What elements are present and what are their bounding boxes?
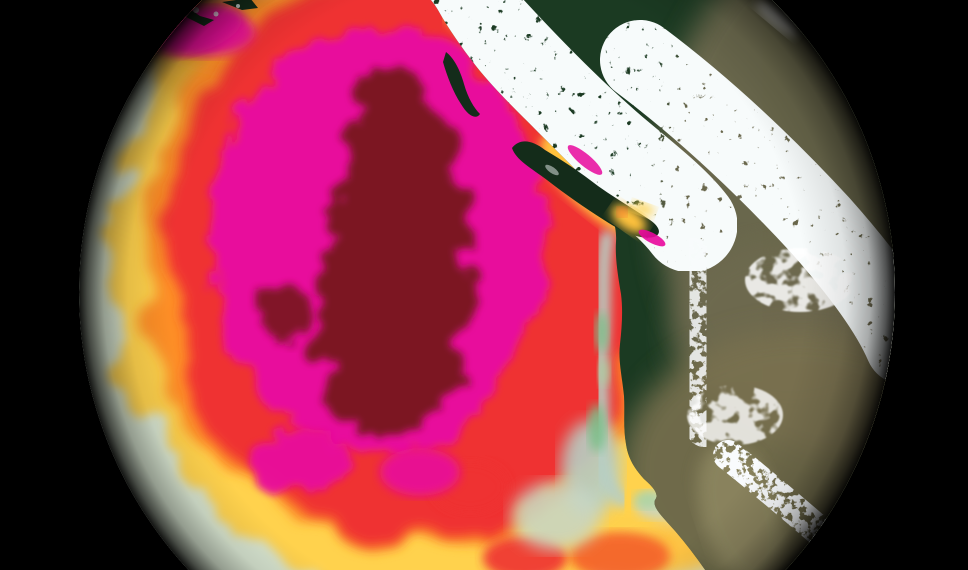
limb-shadow (79, 0, 895, 570)
globe (79, 0, 895, 570)
